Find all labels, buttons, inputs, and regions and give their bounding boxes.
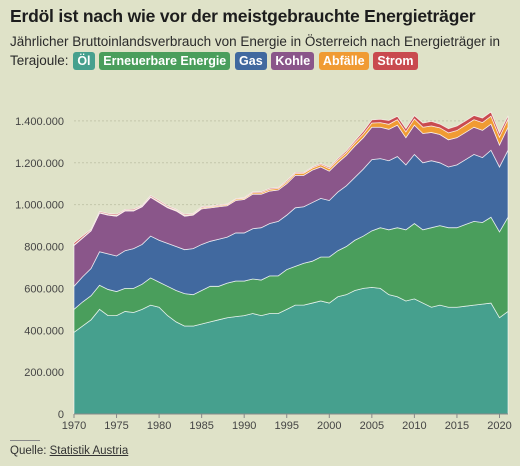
- source-link[interactable]: Statistik Austria: [49, 445, 129, 457]
- y-tick-label: 200.000: [24, 367, 64, 379]
- x-tick-label: 1980: [147, 420, 171, 432]
- x-tick-label: 2015: [445, 420, 469, 432]
- y-tick-label: 0: [58, 409, 64, 421]
- source-label: Quelle:: [10, 445, 47, 457]
- source-note: Quelle: Statistik Austria: [10, 445, 128, 457]
- x-tick-label: 2005: [360, 420, 384, 432]
- x-tick-label: 1985: [189, 420, 213, 432]
- legend-item-abfaelle: Abfälle: [318, 52, 369, 70]
- area-series-strom: [73, 111, 509, 246]
- x-tick-label: 2000: [317, 420, 341, 432]
- y-tick-label: 1.000.000: [15, 200, 64, 212]
- y-tick-label: 600.000: [24, 283, 64, 295]
- y-tick-label: 1.200.000: [15, 158, 64, 170]
- chart-subtitle: Jährlicher Bruttoinlandsverbrauch von En…: [10, 32, 515, 70]
- chart-title: Erdöl ist nach wie vor der meistgebrauch…: [10, 6, 476, 26]
- x-tick-label: 1990: [232, 420, 256, 432]
- subtitle-text: Jährlicher Bruttoinlandsverbrauch von En…: [10, 34, 501, 68]
- legend-item-oel: Öl: [73, 52, 95, 70]
- legend: Öl Erneuerbare Energie Gas Kohle Abfälle…: [72, 52, 418, 70]
- legend-item-kohle: Kohle: [271, 52, 315, 70]
- x-tick-label: 1995: [275, 420, 299, 432]
- legend-item-gas: Gas: [235, 52, 267, 70]
- x-tick-label: 1975: [104, 420, 128, 432]
- y-tick-label: 400.000: [24, 325, 64, 337]
- x-tick-label: 2010: [402, 420, 426, 432]
- x-tick-label: 2020: [487, 420, 511, 432]
- y-tick-label: 800.000: [24, 242, 64, 254]
- x-tick-label: 1970: [62, 420, 86, 432]
- legend-item-strom: Strom: [373, 52, 418, 70]
- y-tick-label: 1.400.000: [15, 116, 64, 128]
- source-divider: [10, 440, 40, 441]
- legend-item-erneuerbare: Erneuerbare Energie: [99, 52, 231, 70]
